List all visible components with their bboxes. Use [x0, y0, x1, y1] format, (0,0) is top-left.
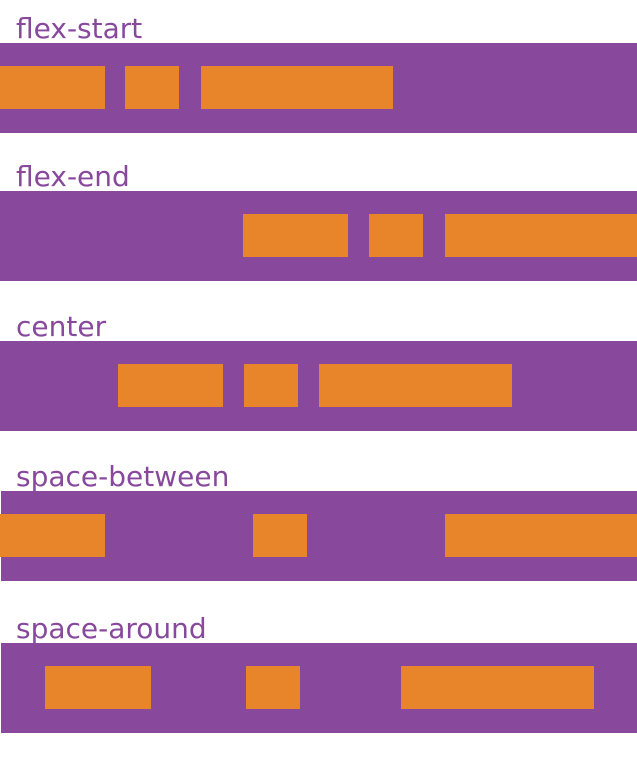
- row-label: flex-start: [16, 12, 143, 45]
- row-label: space-around: [16, 612, 207, 645]
- flex-item: [445, 514, 637, 557]
- flex-item: [253, 514, 307, 557]
- row-label: flex-end: [16, 160, 130, 193]
- flex-item: [45, 666, 151, 709]
- flex-item: [125, 66, 179, 109]
- flex-item: [243, 214, 348, 257]
- flex-container: [1, 643, 637, 733]
- flex-container: [0, 491, 637, 581]
- flex-container: [0, 191, 637, 281]
- flex-container: [0, 43, 637, 133]
- row-label: center: [16, 310, 107, 343]
- flex-item: [118, 364, 223, 407]
- flex-item: [0, 514, 105, 557]
- flex-item: [201, 66, 393, 109]
- flex-item: [369, 214, 423, 257]
- row-label: space-between: [16, 460, 230, 493]
- flex-item: [0, 66, 105, 109]
- flex-item: [246, 666, 300, 709]
- flex-item: [401, 666, 594, 709]
- flex-item: [319, 364, 512, 407]
- flex-item: [244, 364, 298, 407]
- flex-item: [445, 214, 637, 257]
- flex-container: [0, 341, 637, 431]
